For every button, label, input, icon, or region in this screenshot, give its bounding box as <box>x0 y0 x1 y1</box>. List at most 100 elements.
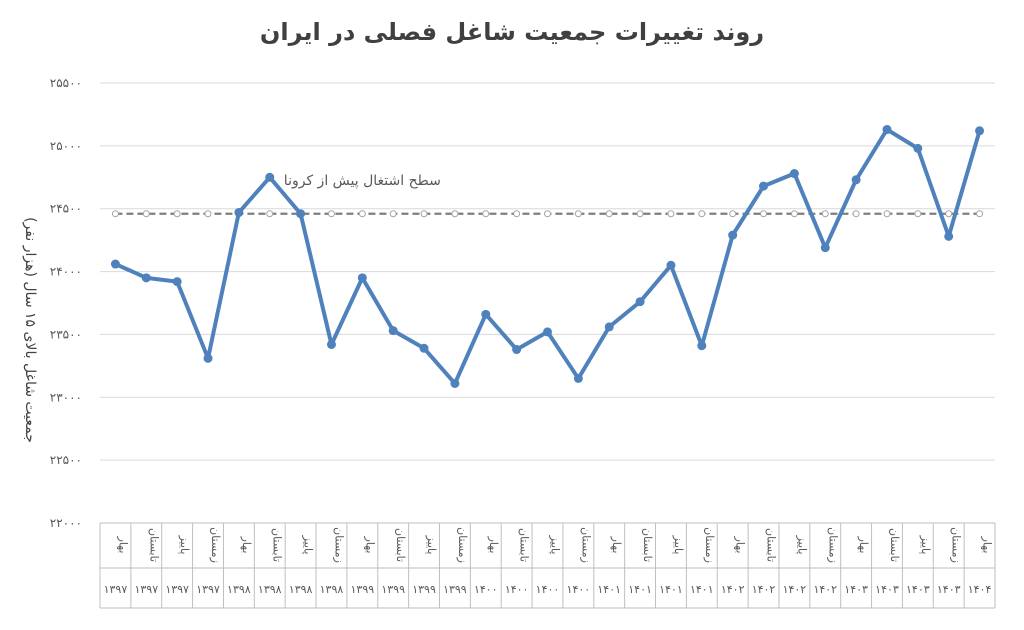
reference-point <box>204 210 212 218</box>
reference-point <box>111 210 119 218</box>
x-season-label: پاییز <box>549 535 562 555</box>
data-point <box>913 143 923 153</box>
x-year-label: ۱۳۹۹ <box>443 583 467 596</box>
x-year-label: ۱۴۰۲ <box>752 583 776 596</box>
x-season-label: بهار <box>734 536 747 554</box>
reference-point <box>636 210 644 218</box>
x-season-label: پاییز <box>425 535 438 555</box>
x-season-label: زمستان <box>209 527 222 563</box>
reference-point <box>790 210 798 218</box>
x-year-label: ۱۳۹۸ <box>258 583 282 596</box>
x-year-label: ۱۴۰۴ <box>968 583 992 596</box>
x-season-label: پاییز <box>302 535 315 555</box>
reference-point <box>945 210 953 218</box>
data-point <box>820 243 830 253</box>
reference-point <box>544 210 551 218</box>
data-point <box>635 297 645 307</box>
data-point <box>789 169 799 179</box>
data-point <box>481 309 491 319</box>
x-year-label: ۱۴۰۱ <box>659 583 683 596</box>
data-point <box>110 259 120 269</box>
x-year-label: ۱۳۹۷ <box>196 583 220 596</box>
data-point <box>944 231 954 241</box>
x-year-label: ۱۴۰۳ <box>937 583 961 596</box>
data-point <box>604 322 614 332</box>
data-point <box>141 273 151 283</box>
reference-point <box>266 210 274 218</box>
x-season-label: بهار <box>363 536 376 554</box>
x-year-label: ۱۴۰۰ <box>536 583 560 596</box>
data-point <box>573 373 583 383</box>
x-season-label: زمستان <box>579 527 592 563</box>
x-season-label: تابستان <box>147 528 160 562</box>
reference-point <box>605 210 613 218</box>
reference-point <box>451 210 459 218</box>
chart-title: روند تغییرات جمعیت شاغل فصلی در ایران <box>260 18 764 46</box>
reference-point <box>729 210 737 218</box>
data-point <box>450 378 460 388</box>
x-year-label: ۱۳۹۸ <box>227 583 251 596</box>
reference-point <box>420 210 428 218</box>
reference-point <box>976 210 984 218</box>
data-point <box>388 326 398 336</box>
x-season-label: بهار <box>981 536 994 554</box>
data-point <box>203 353 213 363</box>
x-year-label: ۱۳۹۹ <box>412 583 436 596</box>
x-year-label: ۱۳۹۸ <box>289 583 313 596</box>
series-layer <box>110 125 985 388</box>
x-season-label: بهار <box>487 536 500 554</box>
data-point <box>512 345 522 355</box>
x-year-label: ۱۴۰۳ <box>906 583 930 596</box>
reference-point <box>883 210 891 218</box>
reference-point <box>482 210 490 218</box>
x-season-label: تابستان <box>765 528 778 562</box>
data-point <box>543 327 552 337</box>
data-point <box>882 125 892 135</box>
x-season-label: بهار <box>857 536 870 554</box>
x-year-label: ۱۴۰۱ <box>690 583 714 596</box>
x-year-label: ۱۴۰۲ <box>783 583 807 596</box>
data-point <box>172 277 182 287</box>
x-season-label: پاییز <box>919 535 932 555</box>
x-season-label: زمستان <box>456 527 469 563</box>
y-tick-label: ۲۳۰۰۰ <box>50 390 82 404</box>
x-year-label: ۱۳۹۷ <box>134 583 158 596</box>
data-point <box>419 343 429 353</box>
x-year-label: ۱۴۰۲ <box>721 583 745 596</box>
x-season-label: تابستان <box>271 528 284 562</box>
x-season-label: بهار <box>610 536 623 554</box>
x-season-label: بهار <box>240 536 253 554</box>
data-point <box>975 126 985 136</box>
data-point <box>326 339 336 349</box>
reference-point <box>574 210 582 218</box>
x-season-label: زمستان <box>703 527 716 563</box>
x-season-label: تابستان <box>394 528 407 562</box>
reference-point <box>667 210 675 218</box>
reference-point <box>821 210 829 218</box>
reference-point <box>389 210 397 218</box>
x-season-label: بهار <box>116 536 129 554</box>
data-point <box>234 207 244 217</box>
x-season-label: زمستان <box>332 527 345 563</box>
y-tick-label: ۲۴۰۰۰ <box>50 265 82 279</box>
reference-point <box>698 210 706 218</box>
reference-point <box>760 210 768 218</box>
y-tick-label: ۲۵۰۰۰ <box>50 139 82 153</box>
x-year-label: ۱۳۹۷ <box>104 583 128 596</box>
x-year-label: ۱۴۰۳ <box>844 583 868 596</box>
x-season-label: تابستان <box>888 528 901 562</box>
employment-line <box>114 127 982 386</box>
reference-point <box>513 210 521 218</box>
y-tick-label: ۲۲۰۰۰ <box>50 516 82 530</box>
x-year-label: ۱۳۹۹ <box>381 583 405 596</box>
reference-point <box>852 210 860 218</box>
x-year-label: ۱۳۹۸ <box>320 583 344 596</box>
x-year-label: ۱۴۰۲ <box>813 583 837 596</box>
x-season-label: زمستان <box>950 527 963 563</box>
y-tick-label: ۲۲۵۰۰ <box>50 453 82 467</box>
x-year-label: ۱۳۹۹ <box>351 583 375 596</box>
x-season-label: پاییز <box>795 535 808 555</box>
y-tick-label: ۲۴۵۰۰ <box>50 202 82 216</box>
reference-point <box>358 210 366 218</box>
y-tick-label: ۲۳۵۰۰ <box>50 327 82 341</box>
